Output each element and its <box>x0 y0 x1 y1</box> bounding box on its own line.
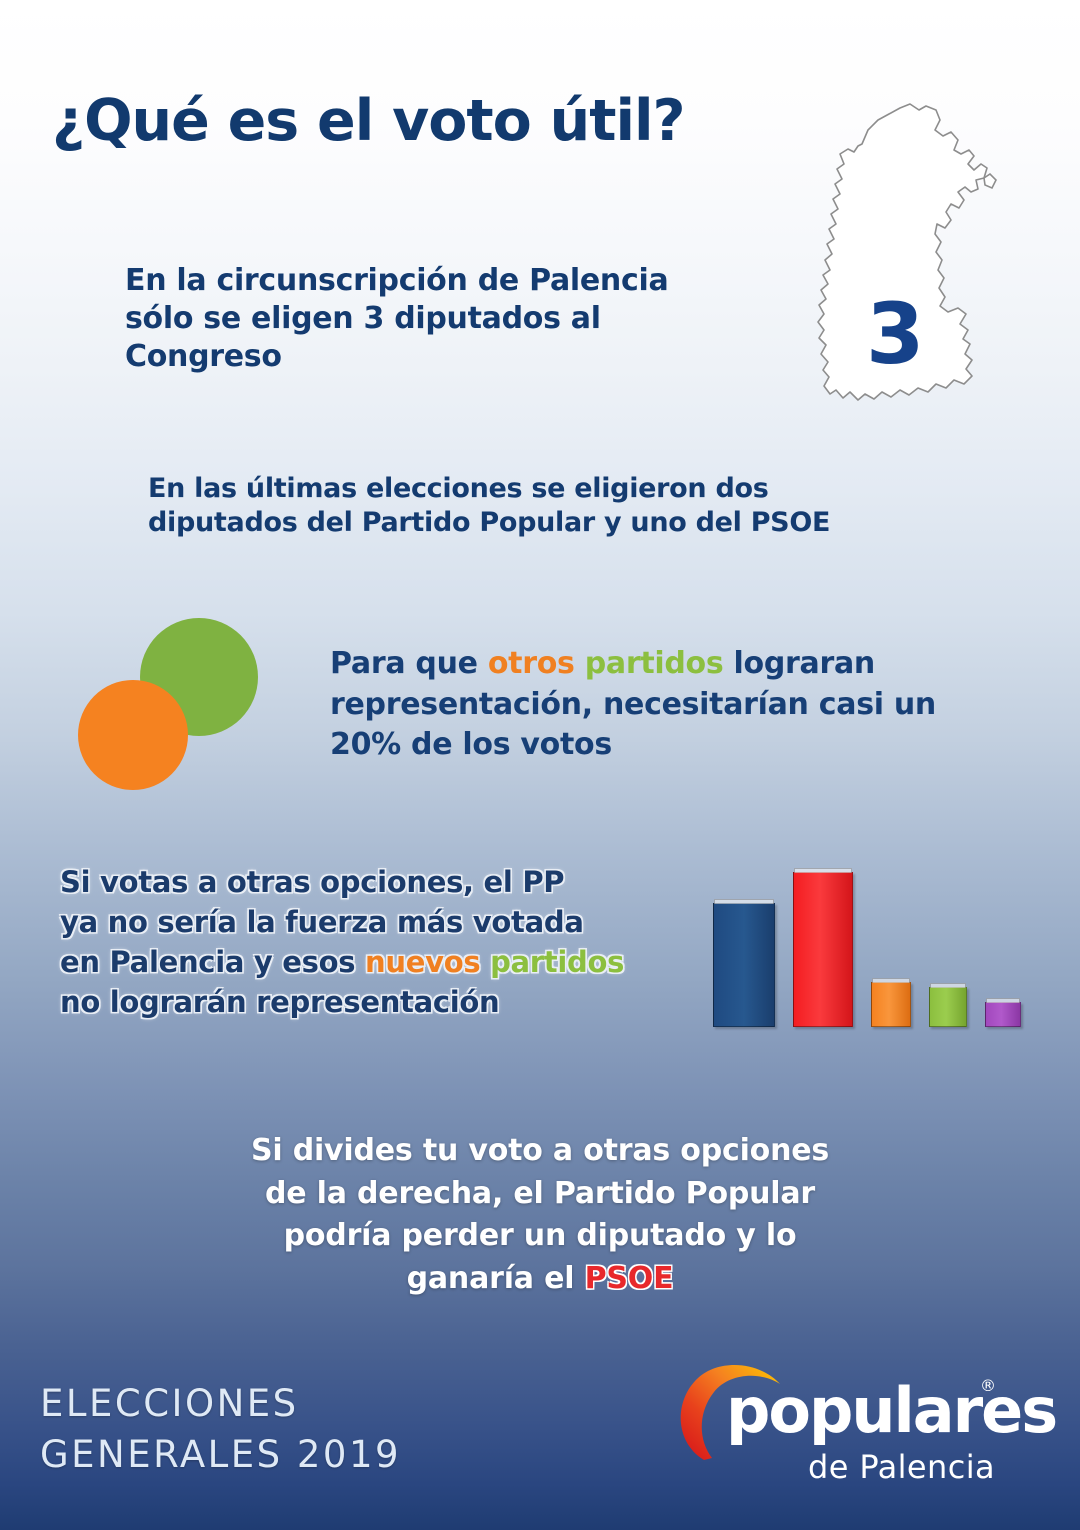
bar-orange <box>871 978 911 1027</box>
blk1-line1: En la circunscripción de Palencia <box>125 263 669 298</box>
bar-green <box>929 983 967 1027</box>
blk1-line3: Congreso <box>125 339 282 375</box>
blk3-line2: representación, necesitarían casi un <box>330 686 936 722</box>
blk5-line4-pre: ganaría el <box>406 1260 585 1296</box>
blk3-post: lograran <box>723 646 876 681</box>
page-title: ¿Qué es el voto útil? <box>52 88 686 154</box>
pp-logo: populares ® de Palencia <box>668 1352 1058 1502</box>
blk3-space <box>575 646 585 681</box>
blk2-line1: En las últimas elecciones se eligieron d… <box>148 473 769 504</box>
blk4-space <box>480 945 490 979</box>
logo-subtitle: de Palencia <box>808 1448 995 1486</box>
bar-purple <box>985 998 1021 1027</box>
text-block-split-vote-warning: Si votas a otras opciones, el PP ya no s… <box>60 862 700 1022</box>
palencia-map: 3 <box>788 92 1038 442</box>
bar-pp <box>713 899 775 1027</box>
highlight-psoe: PSOE <box>584 1260 674 1296</box>
blk5-line3: podría perder un diputado y lo <box>283 1218 797 1254</box>
blk5-line1: Si divides tu voto a otras opciones <box>250 1133 830 1168</box>
highlight-otros: otros <box>487 646 575 681</box>
text-block-threshold: Para que otros partidos lograran represe… <box>330 644 970 766</box>
text-block-last-elections: En las últimas elecciones se eligieron d… <box>148 472 938 541</box>
footer-line2: GENERALES 2019 <box>40 1433 402 1477</box>
overlapping-circles-graphic <box>78 618 263 790</box>
blk3-pre: Para que <box>330 646 488 681</box>
orange-circle-icon <box>78 680 188 790</box>
blk4-line1: Si votas a otras opciones, el PP <box>60 865 565 899</box>
logo-registered-mark: ® <box>980 1376 996 1395</box>
deputies-count: 3 <box>866 285 925 383</box>
text-block-circumscription: En la circunscripción de Palencia sólo s… <box>125 262 745 376</box>
highlight-partidos: partidos <box>584 646 724 681</box>
blk4-line3: en Palencia y esos nuevos partidos <box>60 942 700 982</box>
vote-share-bar-chart <box>705 855 1035 1035</box>
blk4-line4: no lograrán representación <box>60 985 500 1020</box>
map-outline-icon <box>817 103 997 401</box>
footer-election-label: ELECCIONES GENERALES 2019 <box>40 1378 401 1480</box>
logo-wordmark: populares <box>726 1374 1058 1447</box>
blk4-line3-pre: en Palencia y esos <box>60 945 366 980</box>
text-block-conclusion: Si divides tu voto a otras opciones de l… <box>180 1130 900 1300</box>
highlight-nuevos: nuevos <box>365 945 481 980</box>
blk3-line1: Para que otros partidos lograran <box>330 644 970 685</box>
blk4-line2: ya no sería la fuerza más votada <box>60 905 584 940</box>
blk2-line2: diputados del Partido Popular y uno del … <box>148 507 831 539</box>
blk5-line4: ganaría el PSOE <box>180 1258 900 1301</box>
highlight-partidos-2: partidos <box>490 945 625 980</box>
footer-line1: ELECCIONES <box>40 1382 299 1425</box>
blk5-line2: de la derecha, el Partido Popular <box>264 1175 816 1211</box>
blk1-line2: sólo se eligen 3 diputados al <box>125 301 601 337</box>
pp-gull-swoosh-icon <box>680 1365 780 1460</box>
bar-psoe <box>793 868 853 1027</box>
blk3-line3: 20% de los votos <box>330 727 612 762</box>
